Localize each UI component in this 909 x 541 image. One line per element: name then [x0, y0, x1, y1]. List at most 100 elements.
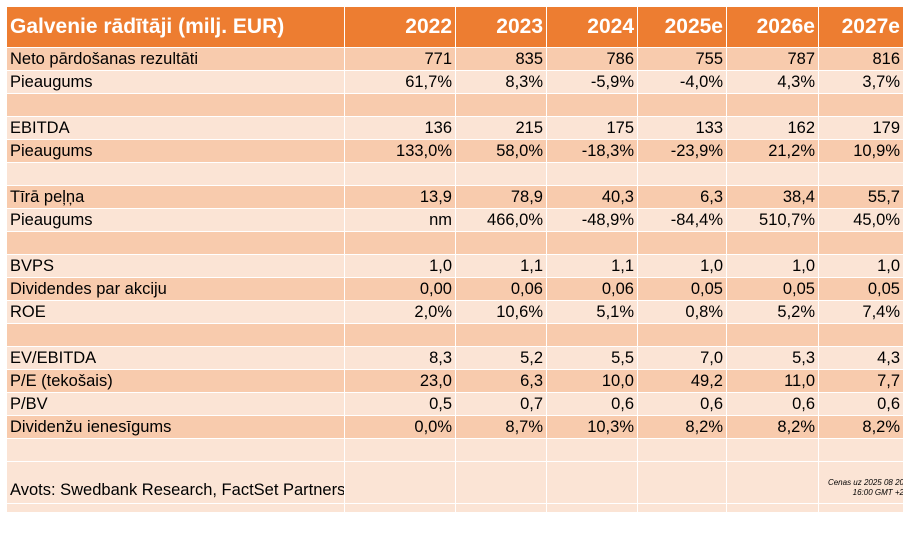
table-cell: 8,2% — [637, 415, 727, 439]
table-cell — [637, 503, 727, 513]
row-label: BVPS — [6, 254, 345, 278]
table-cell: 4,3% — [726, 70, 819, 94]
table-cell — [455, 461, 547, 504]
table-cell: 1,1 — [546, 254, 638, 278]
table-cell: 0,0% — [344, 415, 456, 439]
row-label: Pieaugums — [6, 208, 345, 232]
row-label — [6, 231, 345, 255]
table-cell: 0,05 — [637, 277, 727, 301]
table-cell — [546, 503, 638, 513]
table-cell — [344, 503, 456, 513]
table-cell — [637, 461, 727, 504]
row-label — [6, 323, 345, 347]
table-cell: 21,2% — [726, 139, 819, 163]
table-cell: 755 — [637, 47, 727, 71]
table-cell: nm — [344, 208, 456, 232]
table-cell: 40,3 — [546, 185, 638, 209]
table-row: Dividendes par akciju 0,00 0,06 0,06 0,05 0,0… — [6, 277, 904, 301]
table-cell — [344, 461, 456, 504]
table-cell: 1,1 — [455, 254, 547, 278]
table-cell — [818, 162, 904, 186]
table-cell: 816 — [818, 47, 904, 71]
spacer-row — [6, 162, 904, 186]
table-cell — [818, 323, 904, 347]
table-cell — [6, 503, 345, 513]
table-cell: 8,3 — [344, 346, 456, 370]
table-cell: 7,7 — [818, 369, 904, 393]
row-label: Dividenžu ienesīgums — [6, 415, 345, 439]
table-cell — [344, 438, 456, 462]
year-header: 2022 — [344, 6, 456, 48]
price-date-note: Cenas uz 2025 08 20 16:00 GMT +2 — [827, 478, 904, 497]
table-cell: 5,5 — [546, 346, 638, 370]
table-cell — [546, 162, 638, 186]
table-cell: -5,9% — [546, 70, 638, 94]
table-cell: 4,3 — [818, 346, 904, 370]
table-cell — [455, 323, 547, 347]
table-header-row: Galvenie rādītāji (milj. EUR) 2022 2023 … — [6, 6, 904, 48]
source-note: Avots: Swedbank Research, FactSet Partne… — [6, 461, 345, 504]
table-cell: 7,4% — [818, 300, 904, 324]
row-label: P/E (tekošais) — [6, 369, 345, 393]
table-row: P/BV 0,5 0,7 0,6 0,6 0,6 0,6 — [6, 392, 904, 416]
table-cell: 466,0% — [455, 208, 547, 232]
table-cell — [818, 231, 904, 255]
table-cell — [637, 93, 727, 117]
table-cell — [344, 162, 456, 186]
table-cell: 5,2% — [726, 300, 819, 324]
table-cell: 179 — [818, 116, 904, 140]
table-cell — [818, 93, 904, 117]
table-cell: 0,6 — [818, 392, 904, 416]
table-cell: 0,5 — [344, 392, 456, 416]
table-cell: 0,05 — [726, 277, 819, 301]
table-cell — [726, 323, 819, 347]
table-cell: 5,3 — [726, 346, 819, 370]
table-cell — [546, 438, 638, 462]
table-cell: 5,1% — [546, 300, 638, 324]
table-cell — [344, 93, 456, 117]
table-cell — [726, 503, 819, 513]
table-cell: 835 — [455, 47, 547, 71]
table-cell: 133 — [637, 116, 727, 140]
key-indicators-table-container: Galvenie rādītāji (milj. EUR) 2022 2023 … — [6, 6, 904, 513]
table-cell: 58,0% — [455, 139, 547, 163]
table-cell — [455, 438, 547, 462]
table-cell — [726, 461, 819, 504]
table-cell: 786 — [546, 47, 638, 71]
table-cell: 49,2 — [637, 369, 727, 393]
spacer-row — [6, 503, 904, 513]
table-cell: 38,4 — [726, 185, 819, 209]
year-header: 2025e — [637, 6, 727, 48]
table-row: Pieaugums nm 466,0% -48,9% -84,4% 510,7% 45,0% — [6, 208, 904, 232]
table-cell: 10,9% — [818, 139, 904, 163]
table-cell: 215 — [455, 116, 547, 140]
table-cell: 3,7% — [818, 70, 904, 94]
row-label: Pieaugums — [6, 70, 345, 94]
table-cell — [637, 438, 727, 462]
table-cell: 10,3% — [546, 415, 638, 439]
row-label: ROE — [6, 300, 345, 324]
year-header: 2027e — [818, 6, 904, 48]
table-cell: -48,9% — [546, 208, 638, 232]
year-header: 2026e — [726, 6, 819, 48]
row-label — [6, 162, 345, 186]
table-row: Pieaugums 61,7% 8,3% -5,9% -4,0% 4,3% 3,7% — [6, 70, 904, 94]
row-label — [6, 93, 345, 117]
table-cell: 0,00 — [344, 277, 456, 301]
table-cell: 10,6% — [455, 300, 547, 324]
table-cell: 11,0 — [726, 369, 819, 393]
row-label — [6, 438, 345, 462]
table-cell: 771 — [344, 47, 456, 71]
table-title: Galvenie rādītāji (milj. EUR) — [6, 6, 345, 48]
table-cell — [818, 503, 904, 513]
table-cell — [637, 323, 727, 347]
table-row: BVPS 1,0 1,1 1,1 1,0 1,0 1,0 — [6, 254, 904, 278]
table-row: EBITDA 136 215 175 133 162 179 — [6, 116, 904, 140]
table-cell — [455, 503, 547, 513]
table-cell: -18,3% — [546, 139, 638, 163]
table-cell — [546, 93, 638, 117]
table-cell: 8,7% — [455, 415, 547, 439]
table-cell: 0,6 — [546, 392, 638, 416]
table-cell — [726, 93, 819, 117]
row-label: Dividendes par akciju — [6, 277, 345, 301]
